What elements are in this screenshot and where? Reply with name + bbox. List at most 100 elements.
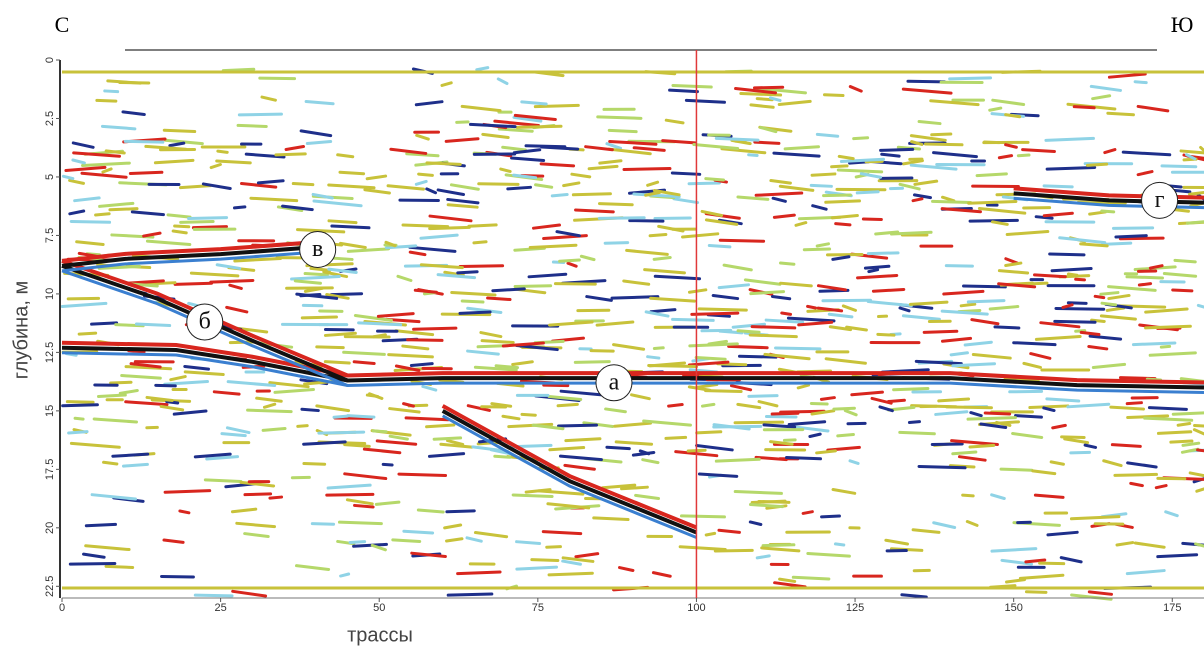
texture-stroke (750, 325, 797, 330)
x-tick-label: 0 (59, 602, 65, 614)
texture-stroke (646, 180, 660, 187)
texture-stroke (240, 181, 278, 189)
texture-stroke (979, 422, 1008, 430)
texture-stroke (203, 478, 243, 484)
texture-stroke (755, 554, 771, 560)
texture-stroke (413, 288, 438, 294)
texture-stroke (1192, 428, 1204, 436)
texture-stroke (743, 278, 782, 286)
texture-stroke (548, 446, 586, 452)
texture-stroke (374, 500, 401, 506)
texture-stroke (343, 472, 388, 481)
horizon (61, 345, 1204, 390)
texture-stroke (69, 219, 112, 224)
texture-stroke (209, 163, 222, 170)
texture-stroke (281, 204, 314, 212)
texture-stroke (1136, 170, 1154, 177)
texture-stroke (704, 531, 717, 537)
texture-stroke (668, 88, 699, 94)
texture-stroke (605, 445, 631, 451)
texture-stroke (1066, 301, 1088, 305)
x-tick-label: 125 (846, 602, 864, 614)
texture-stroke (261, 426, 287, 432)
texture-stroke (193, 593, 234, 598)
texture-stroke (473, 365, 518, 372)
texture-stroke (684, 98, 726, 104)
texture-stroke (940, 207, 982, 214)
texture-stroke (357, 321, 403, 327)
texture-stroke (1066, 402, 1111, 409)
texture-stroke (727, 344, 769, 350)
texture-stroke (443, 523, 463, 530)
x-tick-label: 25 (214, 602, 226, 614)
texture-stroke (533, 103, 580, 109)
texture-stroke (260, 95, 277, 102)
texture-stroke (1118, 236, 1165, 241)
texture-stroke (216, 149, 229, 154)
texture-stroke (579, 254, 596, 262)
texture-stroke (68, 562, 117, 566)
texture-stroke (1022, 361, 1042, 369)
texture-stroke (831, 255, 851, 261)
texture-stroke (353, 503, 375, 509)
texture-stroke (811, 204, 828, 211)
texture-stroke (681, 232, 720, 239)
texture-stroke (692, 142, 740, 151)
texture-stroke (754, 191, 804, 197)
texture-stroke (436, 188, 466, 196)
texture-stroke (794, 221, 808, 227)
texture-stroke (329, 292, 364, 297)
texture-stroke (1162, 271, 1198, 278)
texture-stroke (325, 492, 375, 497)
texture-stroke (969, 411, 983, 418)
texture-stroke (843, 409, 858, 417)
texture-stroke (832, 406, 856, 411)
texture-stroke (631, 450, 656, 457)
texture-stroke (749, 290, 786, 296)
texture-stroke (293, 279, 322, 285)
texture-stroke (595, 320, 635, 327)
texture-stroke (244, 152, 286, 159)
texture-stroke (60, 301, 108, 308)
texture-stroke (1106, 111, 1135, 117)
texture-stroke (652, 346, 665, 350)
y-tick-label: 15 (44, 405, 56, 417)
texture-stroke (466, 404, 491, 412)
texture-stroke (648, 361, 687, 368)
texture-stroke (815, 449, 837, 455)
texture-stroke (988, 106, 1003, 112)
texture-stroke (697, 472, 739, 478)
texture-stroke (406, 338, 444, 342)
texture-stroke (530, 558, 560, 563)
texture-stroke (336, 153, 355, 159)
texture-stroke (900, 593, 928, 599)
texture-stroke (630, 393, 651, 401)
texture-stroke (1176, 422, 1192, 427)
texture-stroke (1004, 261, 1023, 267)
texture-stroke (871, 287, 906, 293)
texture-stroke (950, 439, 999, 447)
texture-stroke (97, 264, 142, 270)
texture-stroke (824, 199, 861, 204)
texture-stroke (160, 574, 195, 579)
texture-stroke (205, 455, 240, 461)
texture-stroke (300, 407, 320, 413)
texture-stroke (231, 589, 268, 598)
texture-stroke (601, 483, 637, 490)
horizon (61, 245, 316, 268)
texture-stroke (898, 430, 936, 436)
texture-stroke (1014, 414, 1043, 419)
texture-stroke (678, 545, 727, 551)
texture-stroke (700, 209, 724, 218)
texture-stroke (672, 197, 700, 205)
texture-stroke (61, 403, 99, 408)
texture-stroke (145, 395, 174, 403)
texture-stroke (1188, 471, 1204, 478)
texture-stroke (966, 299, 1006, 304)
texture-stroke (941, 195, 956, 203)
texture-stroke (73, 196, 101, 203)
texture-stroke (290, 274, 341, 281)
texture-stroke (129, 362, 162, 369)
texture-stroke (687, 288, 708, 294)
